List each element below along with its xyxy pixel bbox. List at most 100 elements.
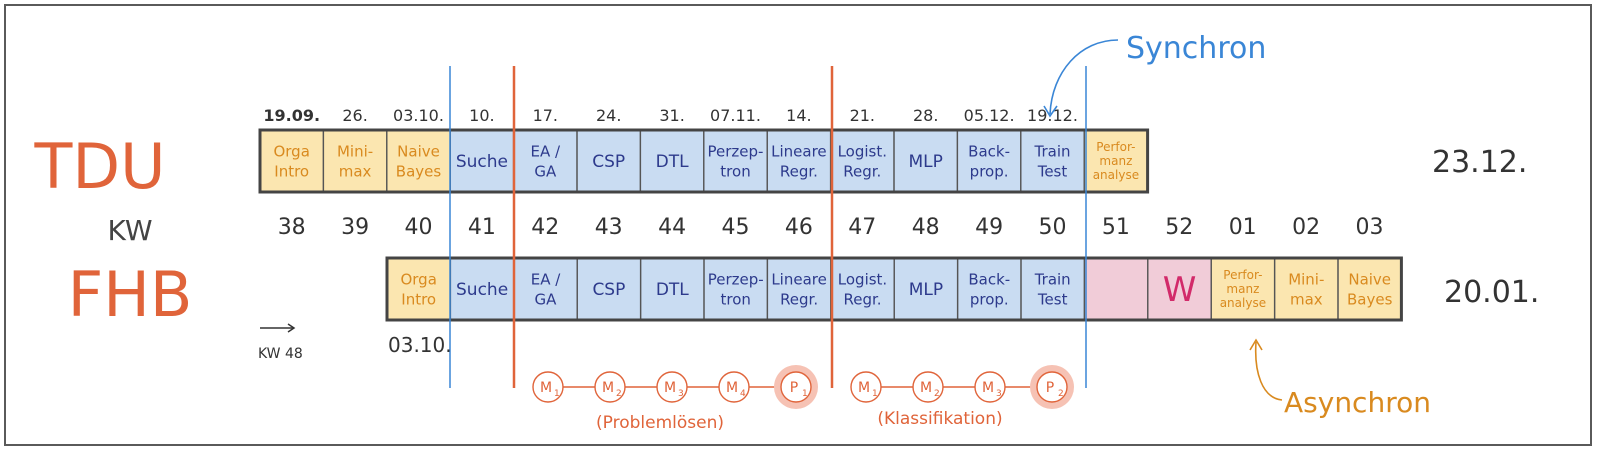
kw-label: KW xyxy=(107,214,152,247)
milestone-a-node xyxy=(656,371,688,403)
tdu-bar-outline xyxy=(258,128,1150,194)
week-number: 50 xyxy=(1039,215,1067,240)
milestone-a-node-sub: 4 xyxy=(740,389,746,399)
milestone-a-node-label: M xyxy=(602,380,614,396)
week-number: 43 xyxy=(595,215,623,240)
fhb-cell-label: W xyxy=(1163,270,1197,310)
problemloesen-label: (Problemlösen) xyxy=(596,413,724,433)
fhb-cell-label: Regr. xyxy=(843,290,881,308)
milestone-a-node-sub: 1 xyxy=(802,389,808,399)
week-number: 41 xyxy=(468,215,496,240)
asynchron-arrow-icon xyxy=(1249,338,1283,401)
tdu-cell-fill xyxy=(830,130,894,192)
fhb-cell-fill xyxy=(1084,258,1148,320)
fhb-cell-fill xyxy=(387,258,451,320)
fhb-cell-label: Perzep- xyxy=(708,270,764,288)
tdu-cell-label: prop. xyxy=(970,162,1009,180)
fhb-cell-fill xyxy=(1021,258,1085,320)
fhb-cell-label: Train xyxy=(1034,270,1071,288)
tdu-date: 17. xyxy=(533,106,558,125)
tdu-cell-label: Mini- xyxy=(337,142,373,160)
milestone-b-node-label: M xyxy=(920,380,932,396)
tdu-date: 10. xyxy=(469,106,494,125)
tdu-cell-label: Perzep- xyxy=(708,142,764,160)
week-number: 46 xyxy=(785,215,813,240)
tdu-cell-fill xyxy=(513,130,577,192)
milestone-b-node-sub: 2 xyxy=(934,389,940,399)
fhb-cell-fill xyxy=(1147,258,1212,320)
fhb-cell-label: tron xyxy=(720,290,750,308)
tdu-cell-label: Regr. xyxy=(780,162,818,180)
tdu-cell-label: DTL xyxy=(656,152,689,172)
milestone-a-node-label: M xyxy=(540,380,552,396)
week-number: 48 xyxy=(912,215,940,240)
week-number: 38 xyxy=(278,215,306,240)
fhb-cell-label: Back- xyxy=(968,270,1010,288)
fhb-cell-label: Mini- xyxy=(1288,270,1324,288)
fhb-cell-label: DTL xyxy=(656,280,689,300)
tdu-date: 19.12. xyxy=(1027,106,1078,125)
tdu-cell-label: Train xyxy=(1034,142,1071,160)
fhb-end-date: 20.01. xyxy=(1444,275,1539,310)
tdu-cell-label: Back- xyxy=(968,142,1010,160)
week-number: 40 xyxy=(405,215,433,240)
week-number: 49 xyxy=(975,215,1003,240)
tdu-cell-fill xyxy=(767,130,831,192)
week-number: 47 xyxy=(848,215,876,240)
tdu-cell-fill xyxy=(1020,130,1085,192)
fhb-cell-label: manz xyxy=(1226,282,1259,296)
fhb-cell-fill xyxy=(1338,258,1402,320)
tdu-cell-label: Intro xyxy=(274,162,309,180)
milestone-a-node xyxy=(594,371,626,403)
tdu-cell-label: tron xyxy=(720,162,750,180)
tdu-cell-fill xyxy=(323,130,387,192)
tdu-cell-label: Regr. xyxy=(843,162,881,180)
fhb-label: FHB xyxy=(68,258,193,331)
week-number: 03 xyxy=(1356,215,1384,240)
milestone-b-node-sub: 3 xyxy=(996,389,1002,399)
milestone-a-node-sub: 3 xyxy=(678,389,684,399)
milestone-a-node xyxy=(532,371,564,403)
milestone-a-node-sub: 2 xyxy=(616,389,622,399)
milestone-b-node-label: M xyxy=(858,380,870,396)
milestone-b-node xyxy=(850,371,882,403)
tdu-cell-fill xyxy=(1084,130,1148,192)
milestone-a-node-label: M xyxy=(664,380,676,396)
tdu-cell-label: Orga xyxy=(273,142,309,160)
fhb-start-date: 03.10. xyxy=(388,333,452,357)
milestone-b-node xyxy=(1036,371,1068,403)
fhb-cell-label: prop. xyxy=(970,290,1009,308)
fhb-bar-outline xyxy=(385,256,1403,322)
fhb-cell-label: Naive xyxy=(1348,270,1391,288)
tdu-date: 19.09. xyxy=(263,106,320,125)
milestone-a-node-label: M xyxy=(726,380,738,396)
kw48-arrow-icon xyxy=(260,323,296,333)
fhb-cell-label: Test xyxy=(1037,290,1068,308)
fhb-cell-fill xyxy=(767,258,831,320)
week-number: 44 xyxy=(658,215,686,240)
fhb-cell-label: Orga xyxy=(400,270,436,288)
synchron-label: Synchron xyxy=(1126,31,1266,66)
fhb-cell-fill xyxy=(577,258,641,320)
fhb-cell-fill xyxy=(1274,258,1338,320)
tdu-cell-label: Suche xyxy=(456,152,508,172)
tdu-date: 03.10. xyxy=(393,106,444,125)
tdu-cell-label: Test xyxy=(1037,162,1068,180)
tdu-cell-label: analyse xyxy=(1093,168,1139,182)
tdu-cell-label: Lineare xyxy=(771,142,827,160)
tdu-cell-label: Logist. xyxy=(838,142,887,160)
fhb-cell-label: Regr. xyxy=(780,290,818,308)
tdu-date: 14. xyxy=(786,106,811,125)
milestone-b-node-label: P xyxy=(1046,380,1054,396)
diagram-frame xyxy=(4,4,1592,446)
week-number: 42 xyxy=(531,215,559,240)
milestone-b-node-label: M xyxy=(982,380,994,396)
milestone-a-node-label: P xyxy=(790,380,798,396)
tdu-date: 07.11. xyxy=(710,106,761,125)
tdu-date: 21. xyxy=(850,106,875,125)
fhb-cell-label: Bayes xyxy=(1347,290,1393,308)
fhb-cell-label: GA xyxy=(535,290,558,308)
fhb-cell-fill xyxy=(1211,258,1275,320)
tdu-cell-fill xyxy=(577,130,641,192)
